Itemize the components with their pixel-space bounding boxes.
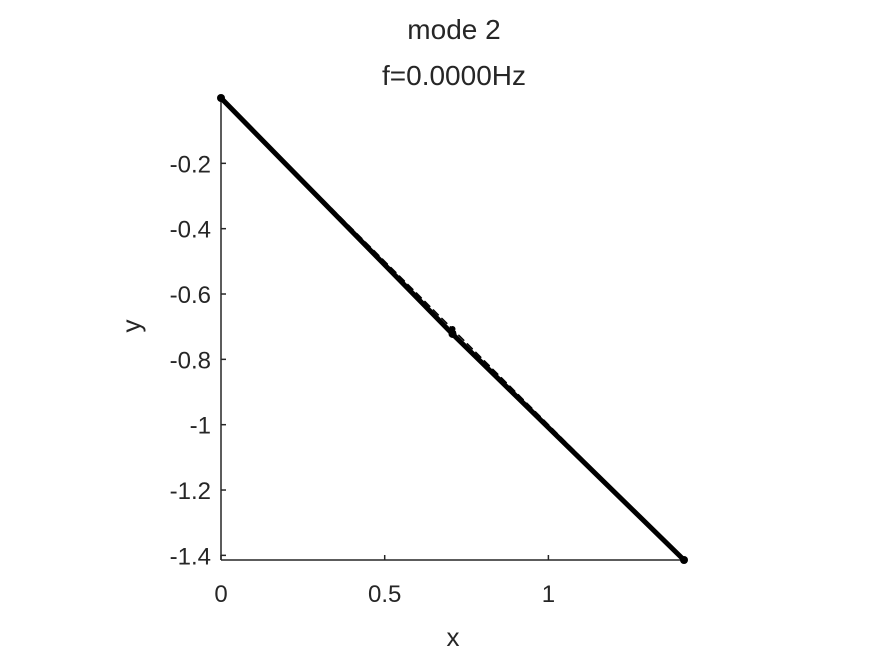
chart-title: mode 2 f=0.0000Hz: [382, 14, 526, 91]
x-ticks: 0 0.5 1: [214, 555, 555, 608]
mode-shape-node-point: [680, 556, 688, 564]
y-tick-label: -0.4: [170, 217, 211, 244]
chart-title-line-mode: mode 2: [407, 14, 500, 45]
y-ticks: -0.2 -0.4 -0.6 -0.8 -1 -1.2 -1.4: [170, 151, 226, 570]
y-tick-label: -1.4: [170, 543, 211, 570]
chart-title-line-frequency: f=0.0000Hz: [382, 60, 526, 91]
mode-shape-node-point: [448, 329, 457, 338]
axes: 0 0.5 1 -0.2-0.4-0.6-0.8-1-1.2-1.4: [170, 98, 684, 608]
y-tick-label: -0.2: [170, 151, 211, 178]
y-tick-label: -0.8: [170, 347, 211, 374]
y-tick-label: -1.2: [170, 478, 211, 505]
x-axis-label: x: [447, 622, 460, 652]
y-axis-label: y: [116, 320, 146, 333]
y-tick-label: -0.6: [170, 282, 211, 309]
x-tick-label: 0: [214, 581, 227, 608]
mode-shape-node-point: [217, 94, 225, 102]
plot-lines: [217, 94, 688, 564]
x-tick-label: 1: [542, 581, 555, 608]
y-tick-label: -1: [190, 413, 211, 440]
x-tick-label: 0.5: [368, 581, 401, 608]
